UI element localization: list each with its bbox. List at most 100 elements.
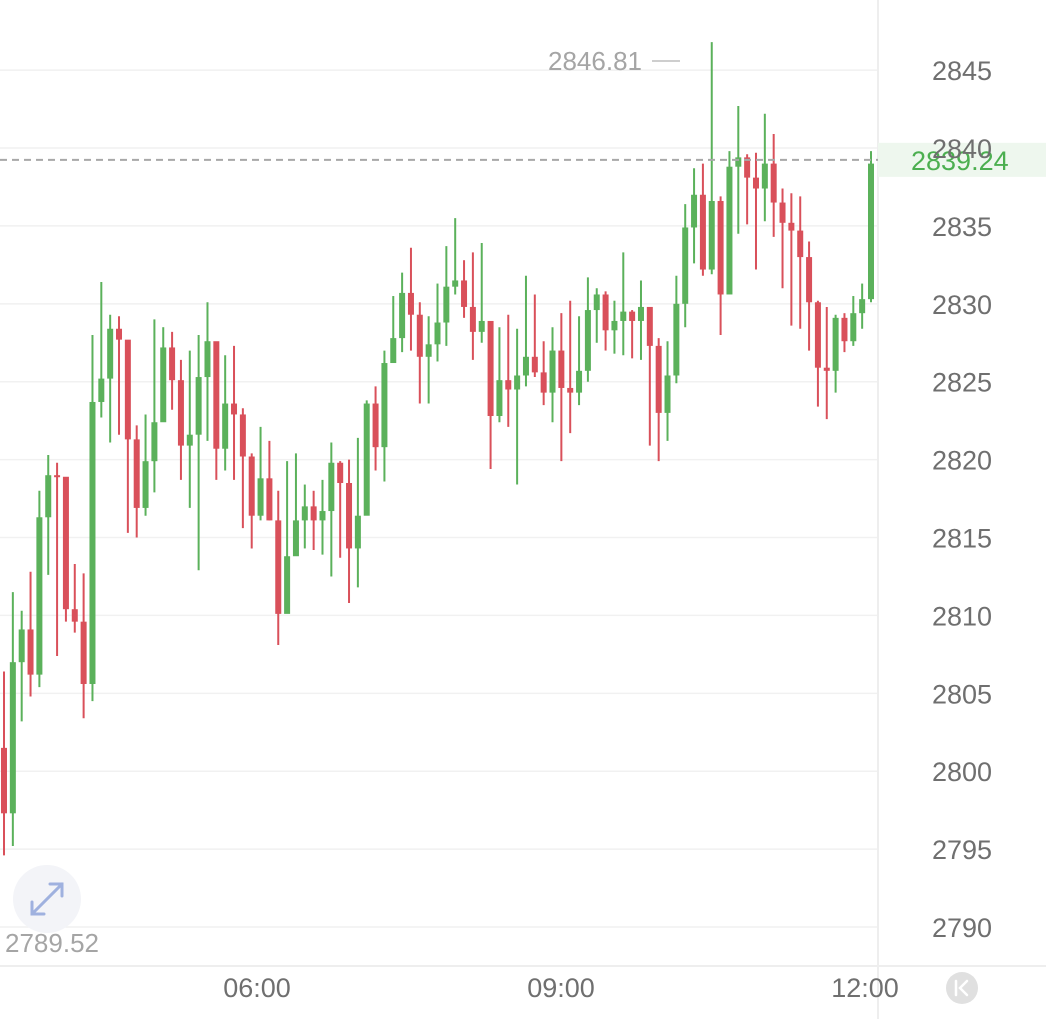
candle [699, 163, 706, 276]
candle-body [275, 520, 282, 614]
candle [717, 196, 724, 335]
candle-body [469, 306, 476, 332]
candle [549, 327, 556, 423]
candle-body [823, 367, 830, 371]
candle [841, 313, 848, 353]
candle-body [292, 520, 299, 557]
candle-body [80, 621, 87, 684]
candle-body [425, 344, 432, 357]
candle-body [558, 350, 565, 388]
candle [868, 151, 874, 303]
candle [602, 291, 609, 351]
candle [177, 359, 184, 480]
candle [116, 316, 123, 435]
candle [496, 327, 503, 423]
candle [691, 168, 698, 264]
candle [248, 453, 255, 549]
candle-body [266, 478, 273, 521]
candle [620, 252, 627, 356]
candle [788, 193, 795, 326]
candle-body [133, 439, 140, 508]
candle [416, 302, 423, 404]
candle [797, 196, 804, 329]
candle [505, 314, 512, 427]
candle-body [169, 347, 176, 381]
candle-body [487, 320, 494, 417]
candle [761, 113, 768, 222]
candle [257, 426, 264, 521]
time-axis: 06:00 09:00 12:00 [223, 973, 899, 1003]
candle [558, 313, 565, 462]
candle-body [859, 299, 866, 314]
candle [169, 331, 176, 410]
candle-body [832, 317, 839, 371]
candle-body [319, 511, 326, 521]
candle-body [540, 372, 547, 393]
candle [593, 288, 600, 343]
candle [770, 133, 777, 237]
candle-body [637, 306, 644, 321]
candle-body [390, 338, 397, 364]
candle-body [434, 322, 441, 345]
candle-body [18, 629, 25, 663]
candle [779, 188, 786, 289]
candle [390, 296, 397, 364]
candle [425, 316, 432, 404]
candle [239, 408, 246, 529]
candle [487, 320, 494, 469]
candle [98, 282, 105, 418]
price-tick-label: 2820 [932, 446, 992, 476]
candle [186, 350, 193, 508]
candle-body [257, 478, 264, 516]
candle [45, 454, 52, 575]
candle [133, 425, 140, 538]
candle-body [602, 294, 609, 331]
candle [27, 571, 34, 697]
candle [637, 280, 644, 360]
candle [814, 300, 821, 407]
candle-body [62, 476, 69, 610]
candle-body [1, 747, 7, 814]
fullscreen-button[interactable] [13, 865, 81, 933]
scroll-to-latest-button[interactable] [946, 972, 978, 1004]
candle [832, 314, 839, 393]
candle-body [664, 375, 671, 413]
candle [461, 260, 468, 318]
candle-body [478, 320, 485, 332]
candle [478, 243, 485, 343]
candle [452, 218, 459, 295]
candle-body [699, 194, 706, 270]
time-tick-label: 06:00 [223, 973, 291, 1003]
candle [859, 283, 866, 329]
candle [381, 350, 388, 482]
candles-layer [1, 42, 874, 856]
candle [576, 316, 583, 406]
candle-body [708, 200, 715, 270]
candle-body [27, 629, 34, 675]
candle [337, 461, 344, 558]
candle-body [346, 483, 353, 549]
candle-body [797, 230, 804, 258]
candle [567, 300, 574, 434]
candle [107, 314, 114, 443]
candle-body [204, 341, 211, 378]
candle-body [868, 163, 874, 300]
candle [18, 610, 25, 722]
candle-body [514, 375, 521, 390]
candle-body [726, 166, 733, 295]
last-price-tag [878, 142, 1046, 177]
candle-body [372, 403, 379, 448]
candle-body [841, 317, 848, 342]
candle-body [691, 194, 698, 228]
price-tick-label: 2795 [932, 835, 992, 865]
candle-body [89, 401, 96, 684]
candle-body [735, 157, 742, 167]
candle-body [496, 380, 503, 417]
candle-body [328, 462, 335, 512]
candle-body [788, 222, 795, 231]
price-tick-label: 2815 [932, 524, 992, 554]
candle-body [717, 200, 724, 295]
candle [54, 462, 61, 656]
candle [204, 302, 211, 441]
